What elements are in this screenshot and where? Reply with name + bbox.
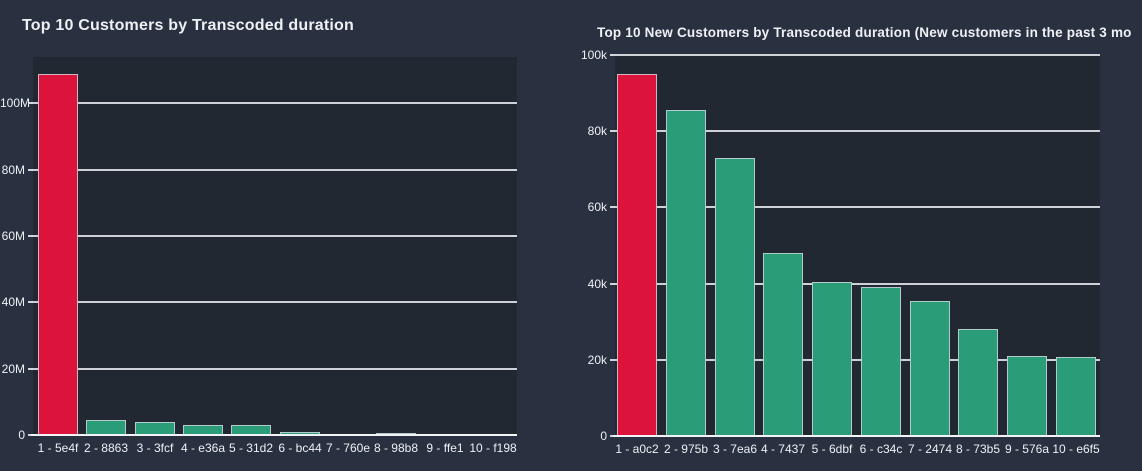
x-axis-category-label: 7 - 760e (325, 441, 371, 455)
bar-6-bc44[interactable] (280, 432, 320, 435)
gridline (615, 54, 1100, 56)
gridline (615, 282, 1100, 285)
y-axis-tick (610, 54, 615, 56)
y-axis-tick-label: 20k (587, 352, 607, 367)
bar-6-c34c[interactable] (861, 287, 901, 436)
x-axis-category-label: 2 - 8863 (83, 441, 129, 455)
y-axis-tick-label: 100k (580, 48, 607, 62)
x-axis-category-label: 5 - 31d2 (228, 441, 274, 455)
x-axis-category-label: 4 - 7437 (760, 442, 806, 456)
x-axis-category-label: 9 - 576a (1004, 442, 1050, 456)
bar-8-73b5[interactable] (958, 329, 998, 436)
x-axis-category-label: 1 - a0c2 (615, 442, 659, 456)
y-axis-tick (28, 367, 33, 370)
y-axis-tick-label: 60M (1, 229, 25, 244)
x-axis-category-label: 8 - 98b8 (373, 441, 419, 455)
chart-title: Top 10 Customers by Transcoded duration (22, 17, 355, 34)
bar-5-31d2[interactable] (231, 425, 271, 435)
x-axis-category-label: 8 - 73b5 (955, 442, 1001, 456)
y-axis-tick-label: 80M (1, 162, 25, 177)
x-axis-category-label: 1 - 5e4f (37, 441, 79, 455)
plot-area (33, 57, 517, 435)
chart-title: Top 10 New Customers by Transcoded durat… (597, 25, 1132, 40)
y-axis-tick (610, 206, 615, 209)
bar-9-576a[interactable] (1007, 356, 1047, 436)
bar-5-6dbf[interactable] (812, 282, 852, 436)
gridline (33, 367, 517, 370)
x-axis-category-label: 3 - 3fcf (136, 441, 174, 455)
x-axis-category-label: 10 - f198 (469, 441, 517, 455)
gridline (33, 301, 517, 304)
bar-2-975b[interactable] (666, 110, 706, 436)
bar-10-e6f5[interactable] (1056, 357, 1096, 436)
x-axis-category-label: 6 - bc44 (278, 441, 322, 455)
x-axis-category-label: 5 - 6dbf (811, 442, 853, 456)
y-axis-tick (28, 102, 33, 105)
x-axis-category-label: 6 - c34c (859, 442, 903, 456)
y-axis-tick (610, 435, 615, 437)
bar-3-3fcf[interactable] (135, 422, 175, 435)
bar-2-8863[interactable] (86, 420, 126, 435)
y-axis-tick-label: 0 (600, 429, 607, 443)
y-axis-tick-label: 40M (1, 295, 25, 310)
x-axis-line (613, 435, 1100, 437)
x-axis-category-label: 3 - 7ea6 (712, 442, 758, 456)
y-axis-tick (610, 358, 615, 361)
x-axis-category-label: 7 - 2474 (907, 442, 953, 456)
gridline (33, 102, 517, 105)
x-axis-category-label: 4 - e36a (180, 441, 226, 455)
y-axis-tick-label: 100M (0, 96, 31, 111)
x-axis-line (31, 434, 517, 436)
gridline (33, 235, 517, 238)
bar-1-a0c2[interactable] (617, 74, 657, 436)
x-axis-category-label: 9 - ffe1 (426, 441, 464, 455)
y-axis-tick (28, 434, 33, 436)
gridline (615, 358, 1100, 361)
bar-7-2474[interactable] (910, 301, 950, 436)
y-axis-tick (28, 301, 33, 304)
y-axis-tick (610, 130, 615, 133)
y-axis-tick-label: 40k (587, 276, 607, 291)
gridline (615, 130, 1100, 133)
y-axis-tick (28, 168, 33, 171)
y-axis-tick-label: 60k (587, 200, 607, 215)
gridline (33, 168, 517, 171)
y-axis-tick-label: 20M (1, 361, 25, 376)
y-axis-tick (610, 282, 615, 285)
bar-4-e36a[interactable] (183, 425, 223, 435)
bar-4-7437[interactable] (763, 253, 803, 436)
bar-3-7ea6[interactable] (715, 158, 755, 436)
gridline (615, 206, 1100, 209)
y-axis-tick-label: 80k (587, 124, 607, 139)
x-axis-category-label: 10 - e6f5 (1052, 442, 1100, 456)
bar-1-5e4f[interactable] (38, 74, 78, 435)
x-axis-category-label: 2 - 975b (663, 442, 709, 456)
y-axis-tick (28, 235, 33, 238)
y-axis-tick-label: 0 (18, 428, 25, 442)
